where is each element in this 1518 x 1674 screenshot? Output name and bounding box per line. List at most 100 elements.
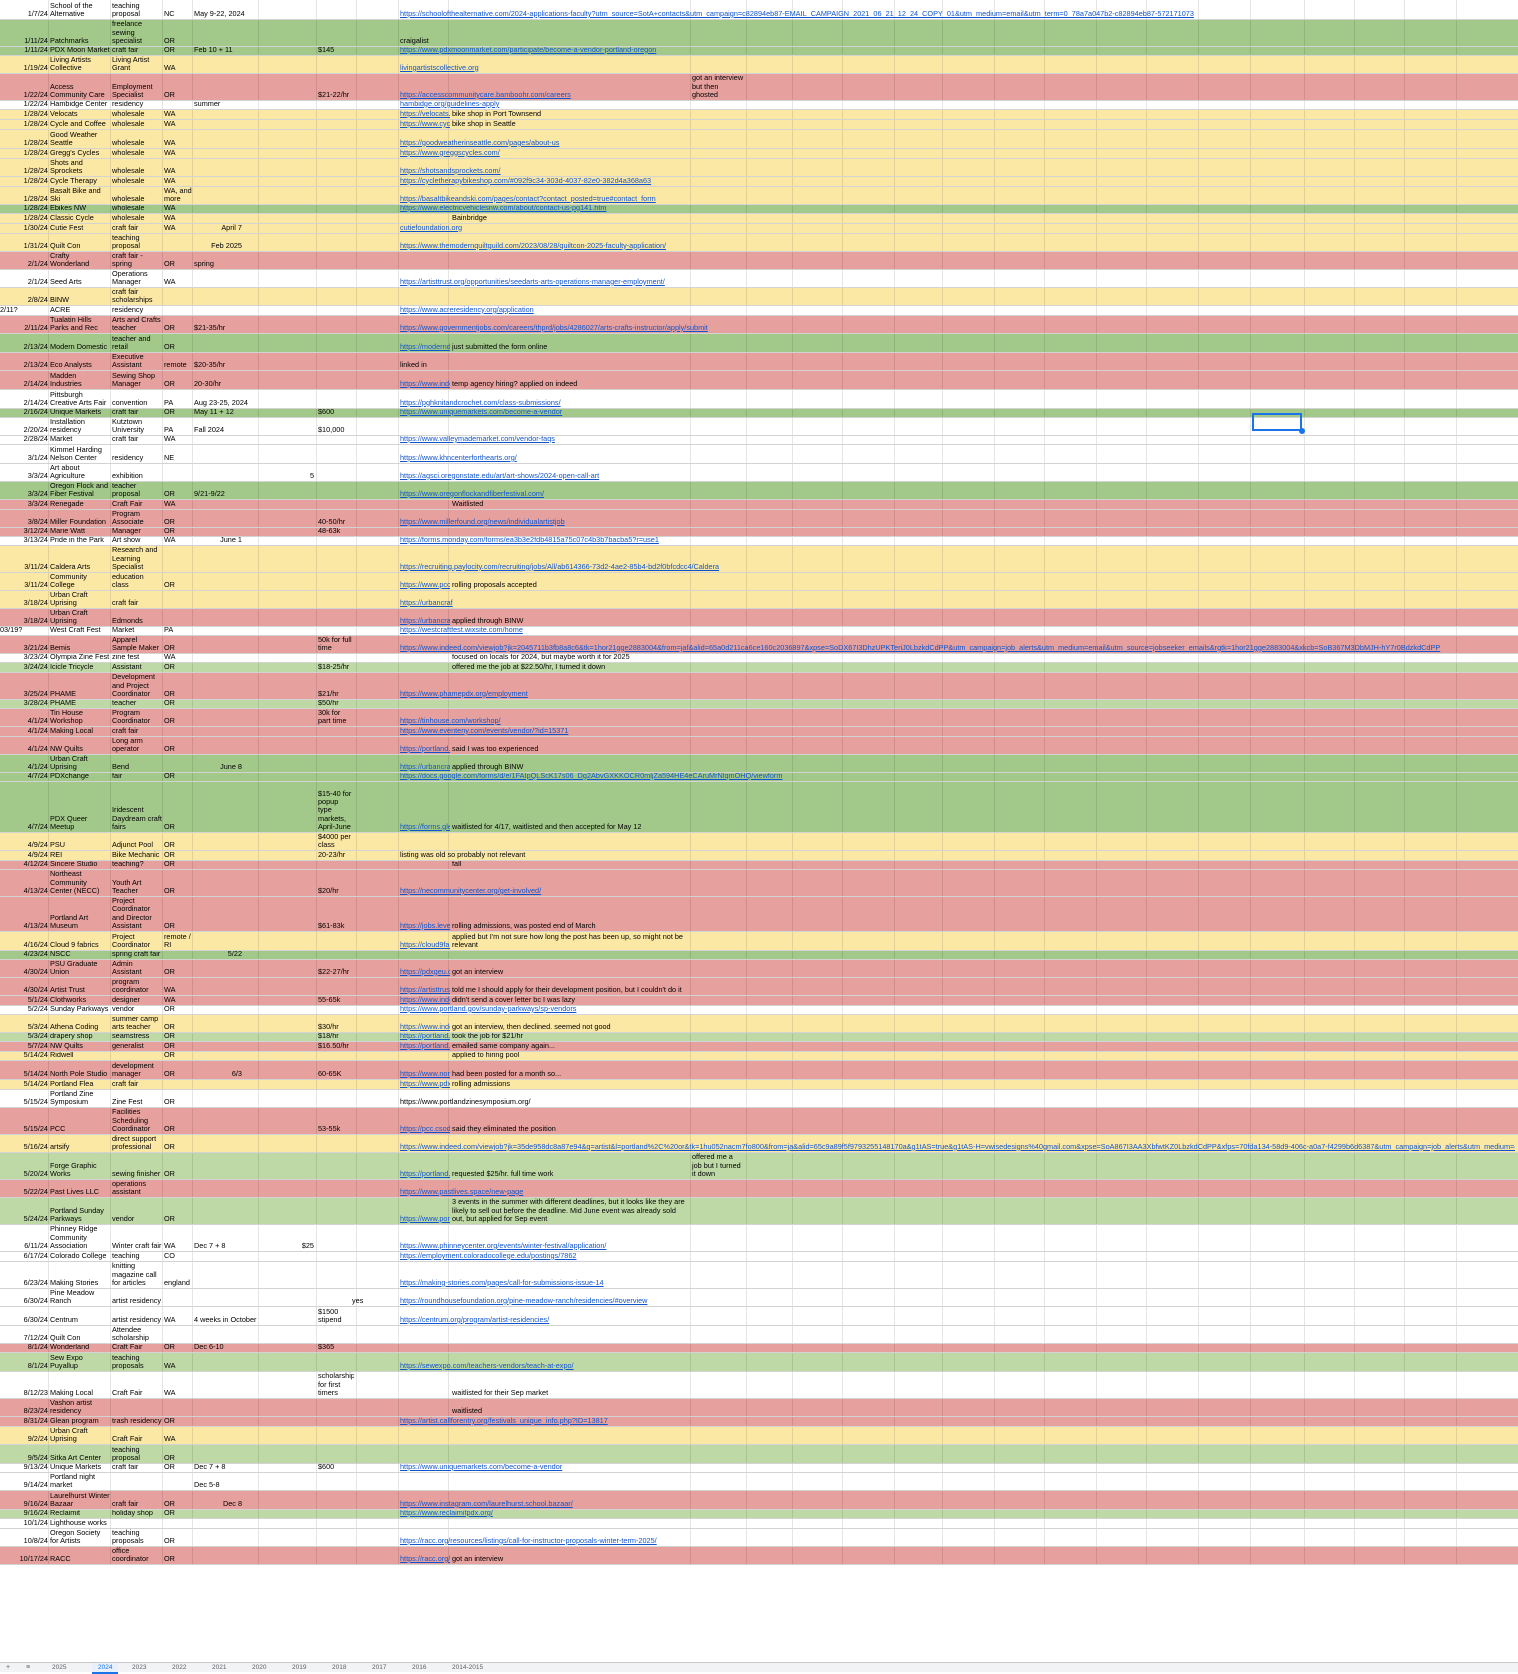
cell-i[interactable]: https://www.indeed.com/viewjob?jk=204571… <box>400 643 1441 652</box>
cell-i[interactable]: https://sewexpo.com/teachers-vendors/tea… <box>400 1361 574 1370</box>
table-row[interactable]: 3/8/24 Miller Foundation Program Associate… <box>0 510 1518 528</box>
cell-i[interactable]: https://www.acreresidency.org/applicatio… <box>400 306 534 314</box>
cell-i[interactable]: https://www.portland.gov/sunday-parkways… <box>400 1006 577 1013</box>
tab-2018[interactable]: 2018 <box>332 1664 347 1671</box>
table-row[interactable]: 2/16/24 Unique Markets craft fair OR May 11 … <box>0 409 1518 418</box>
cell-i[interactable]: https://www.nort <box>400 1069 450 1078</box>
table-row[interactable]: 5/3/24 Athena Coding summer camp arts teac… <box>0 1015 1518 1033</box>
table-row[interactable]: 5/3/24 drapery shop seamstress OR $18/hr http… <box>0 1033 1518 1042</box>
cell-i[interactable]: https://docs.google.com/forms/d/e/1FAIpQ… <box>400 773 783 780</box>
cell-i[interactable]: https://www.cycli <box>400 120 450 128</box>
table-row[interactable]: 3/28/24 PHAME teacher OR $50/hr <box>0 700 1518 709</box>
cell-i[interactable]: https://employment.coloradocollege.edu/p… <box>400 1252 577 1260</box>
cell-i[interactable]: https://cloud9fab <box>400 940 450 949</box>
cell-i[interactable]: https://shotsandsprockets.com/ <box>400 166 501 175</box>
cell-i[interactable]: https://portland.c <box>400 744 450 753</box>
table-row[interactable]: 8/31/24 Glean program trash residency OR htt… <box>0 1417 1518 1427</box>
table-row[interactable]: 4/9/24 REI Bike Mechanic OR 20-23/hr listing … <box>0 851 1518 861</box>
table-row[interactable]: 9/2/24 Urban Craft Uprising Craft Fair WA <box>0 1427 1518 1445</box>
table-row[interactable]: 4/7/24 PDX Queer Meetup Iridescent Daydrea… <box>0 782 1518 833</box>
table-row[interactable]: 2/8/24 BINW craft fair scholarships <box>0 288 1518 306</box>
cell-i[interactable]: https://centrum.org/program/artist-resid… <box>400 1315 550 1324</box>
cell-i[interactable]: https://basaltbikeandski.com/pages/conta… <box>400 194 656 203</box>
table-row[interactable]: 4/1/24 NW Quilts Long arm operator OR https:… <box>0 737 1518 755</box>
table-row[interactable]: 8/1/24 Sew Expo Puyallup teaching proposal… <box>0 1353 1518 1372</box>
table-row[interactable]: 3/18/24 Urban Craft Uprising craft fair htt… <box>0 591 1518 609</box>
table-row[interactable]: 6/30/24 Centrum artist residency WA 4 weeks … <box>0 1307 1518 1326</box>
cell-i[interactable]: https://schoolofthealternative.com/2024-… <box>400 9 1194 18</box>
tab-2023[interactable]: 2023 <box>132 1664 147 1671</box>
tab-2020[interactable]: 2020 <box>252 1664 267 1671</box>
table-row[interactable]: 7/12/24 Quilt Con Attendee scholarship <box>0 1326 1518 1344</box>
table-row[interactable]: 2/13/24 Modern Domestic teacher and retail… <box>0 334 1518 353</box>
cell-i[interactable]: https://pghknitandcrochet.com/class-subm… <box>400 398 561 407</box>
cell-i[interactable]: https://www.millerfound.org/news/individ… <box>400 517 565 526</box>
cell-i[interactable]: https://www.pdxmoonmarket.com/participat… <box>400 47 657 54</box>
tab-2025[interactable]: 2025 <box>52 1664 67 1671</box>
table-row[interactable]: 6/23/24 Making Stories knitting magazine c… <box>0 1262 1518 1289</box>
table-row[interactable]: 1/31/24 Quilt Con teaching proposal Feb 202… <box>0 234 1518 252</box>
table-row[interactable]: 3/1/24 Kimmel Harding Nelson Center reside… <box>0 445 1518 464</box>
cell-i[interactable]: https://racc.org/resources/listings/call… <box>400 1536 657 1545</box>
table-row[interactable]: 5/16/24 artsify direct support professiona… <box>0 1135 1518 1153</box>
table-row[interactable]: 1/7/24 School of the Alternative teaching … <box>0 0 1518 20</box>
table-row[interactable]: 2/1/24 Crafty Wonderland craft fair - spri… <box>0 252 1518 270</box>
table-row[interactable]: 5/20/24 Forge Graphic Works sewing finishe… <box>0 1153 1518 1180</box>
cell-i[interactable]: https://moderndo <box>400 342 450 351</box>
tab-2019[interactable]: 2019 <box>292 1664 307 1671</box>
plus-icon[interactable]: + <box>6 1664 11 1671</box>
table-row[interactable]: 1/28/24 Shots and Sprockets wholesale WA htt… <box>0 159 1518 177</box>
table-row[interactable]: 4/1/24 Tin House Workshop Program Coordina… <box>0 709 1518 727</box>
table-row[interactable]: 4/9/24 PSU Adjunct Pool OR $4000 per class <box>0 833 1518 851</box>
table-row[interactable]: 10/8/24 Oregon Society for Artists teachin… <box>0 1529 1518 1547</box>
table-row[interactable]: 4/13/24 Northeast Community Center (NECC)… <box>0 870 1518 897</box>
cell-i[interactable]: https://making-stories.com/pages/call-fo… <box>400 1278 604 1287</box>
cell-i[interactable]: https://www.governmentjobs.com/careers/t… <box>400 323 708 332</box>
cell-i[interactable]: https://forms.gle/ <box>400 822 450 831</box>
cell-i[interactable]: https://www.greggscycles.com/ <box>400 149 500 157</box>
table-row[interactable]: 9/16/24 Laurelhurst Winter Bazaar craft fa… <box>0 1491 1518 1510</box>
table-row[interactable]: 2/28/24Valley Made Market craft fair WA htt… <box>0 436 1518 445</box>
cell-i[interactable]: https://www.uniquemarkets.com/become-a-v… <box>400 409 563 416</box>
table-row[interactable]: 10/17/24 RACC office coordinator OR https://… <box>0 1547 1518 1565</box>
table-row[interactable]: 1/28/24 Basalt Bike and Ski wholesale WA, a… <box>0 187 1518 205</box>
cell-i[interactable]: https://jobs.lever <box>400 921 450 930</box>
cell-i[interactable]: https://www.eventeny.com/events/vendor/?… <box>400 727 569 735</box>
table-row[interactable]: 1/28/24 Velocats wholesale WA https://veloca… <box>0 110 1518 120</box>
tab-2017[interactable]: 2017 <box>372 1664 387 1671</box>
cell-i[interactable]: https://pdxgeu.o <box>400 967 450 976</box>
tab-2021[interactable]: 2021 <box>212 1664 227 1671</box>
table-row[interactable]: 4/30/24 Artist Trust program coordinator WA… <box>0 978 1518 996</box>
cell-i[interactable]: https://www.pcc. <box>400 580 450 589</box>
table-row[interactable]: 8/12/23 Making Local Craft Fair WA scholarsh… <box>0 1372 1518 1399</box>
table-row[interactable]: 1/22/24 Access Community Care Employment S… <box>0 74 1518 101</box>
table-row[interactable]: 4/30/24 PSU Graduate Union Admin Assistant… <box>0 960 1518 978</box>
table-row[interactable]: 4/1/24 Making Local craft fair https://www.… <box>0 727 1518 737</box>
cell-i[interactable]: https://recruiting.paylocity.com/recruit… <box>400 562 720 571</box>
table-row[interactable]: 4/1/24 Urban Craft Uprising Bend June 8 http… <box>0 755 1518 773</box>
cell-i[interactable]: https://www.inde <box>400 379 450 388</box>
cell-i[interactable]: https://www.pastlives.space/new-page <box>400 1187 524 1196</box>
table-row[interactable]: 3/25/24 PHAME Development and Project Coor… <box>0 673 1518 700</box>
cell-i[interactable]: https://portland.c <box>400 1033 450 1040</box>
table-row[interactable]: 3/21/24 Bemis Apparel Sample Maker OR 50k fo… <box>0 636 1518 654</box>
table-row[interactable]: 1/28/24 Cycle Therapy wholesale WA https://c… <box>0 177 1518 187</box>
cell-i[interactable]: https://accesscommunitycare.bamboohr.com… <box>400 90 571 99</box>
cell-i[interactable]: https://www.oregonflockandfiberfestival.… <box>400 489 544 498</box>
table-row[interactable]: 9/16/24 Reclaimit holiday shop OR https://ww… <box>0 1510 1518 1519</box>
cell-i[interactable]: https://portland.c <box>400 1042 450 1050</box>
table-row[interactable]: 5/14/24 Portland Flea craft fair https://ww… <box>0 1080 1518 1090</box>
cell-i[interactable]: https://www.pdxf <box>400 1080 450 1088</box>
table-row[interactable]: 2/11/24 Tualatin Hills Parks and Rec Arts … <box>0 316 1518 334</box>
selected-cell[interactable] <box>1252 413 1302 431</box>
table-row[interactable]: 5/7/24 NW Quilts generalist OR $16.50/hr http… <box>0 1042 1518 1052</box>
table-row[interactable]: 5/14/24 Ridwell OR applied to hiring pool <box>0 1052 1518 1061</box>
table-row[interactable]: 2/13/24 Eco Analysts Executive Assistant re… <box>0 353 1518 371</box>
table-row[interactable]: 8/23/24 Vashon artist residency waitlisted <box>0 1399 1518 1417</box>
table-row[interactable]: 6/11/24 Phinney Ridge Community Associati… <box>0 1225 1518 1252</box>
table-row[interactable]: 5/2/24 Sunday Parkways vendor OR https://www… <box>0 1006 1518 1015</box>
table-row[interactable]: 2/14/24 Madden Industries Sewing Shop Mana… <box>0 371 1518 390</box>
